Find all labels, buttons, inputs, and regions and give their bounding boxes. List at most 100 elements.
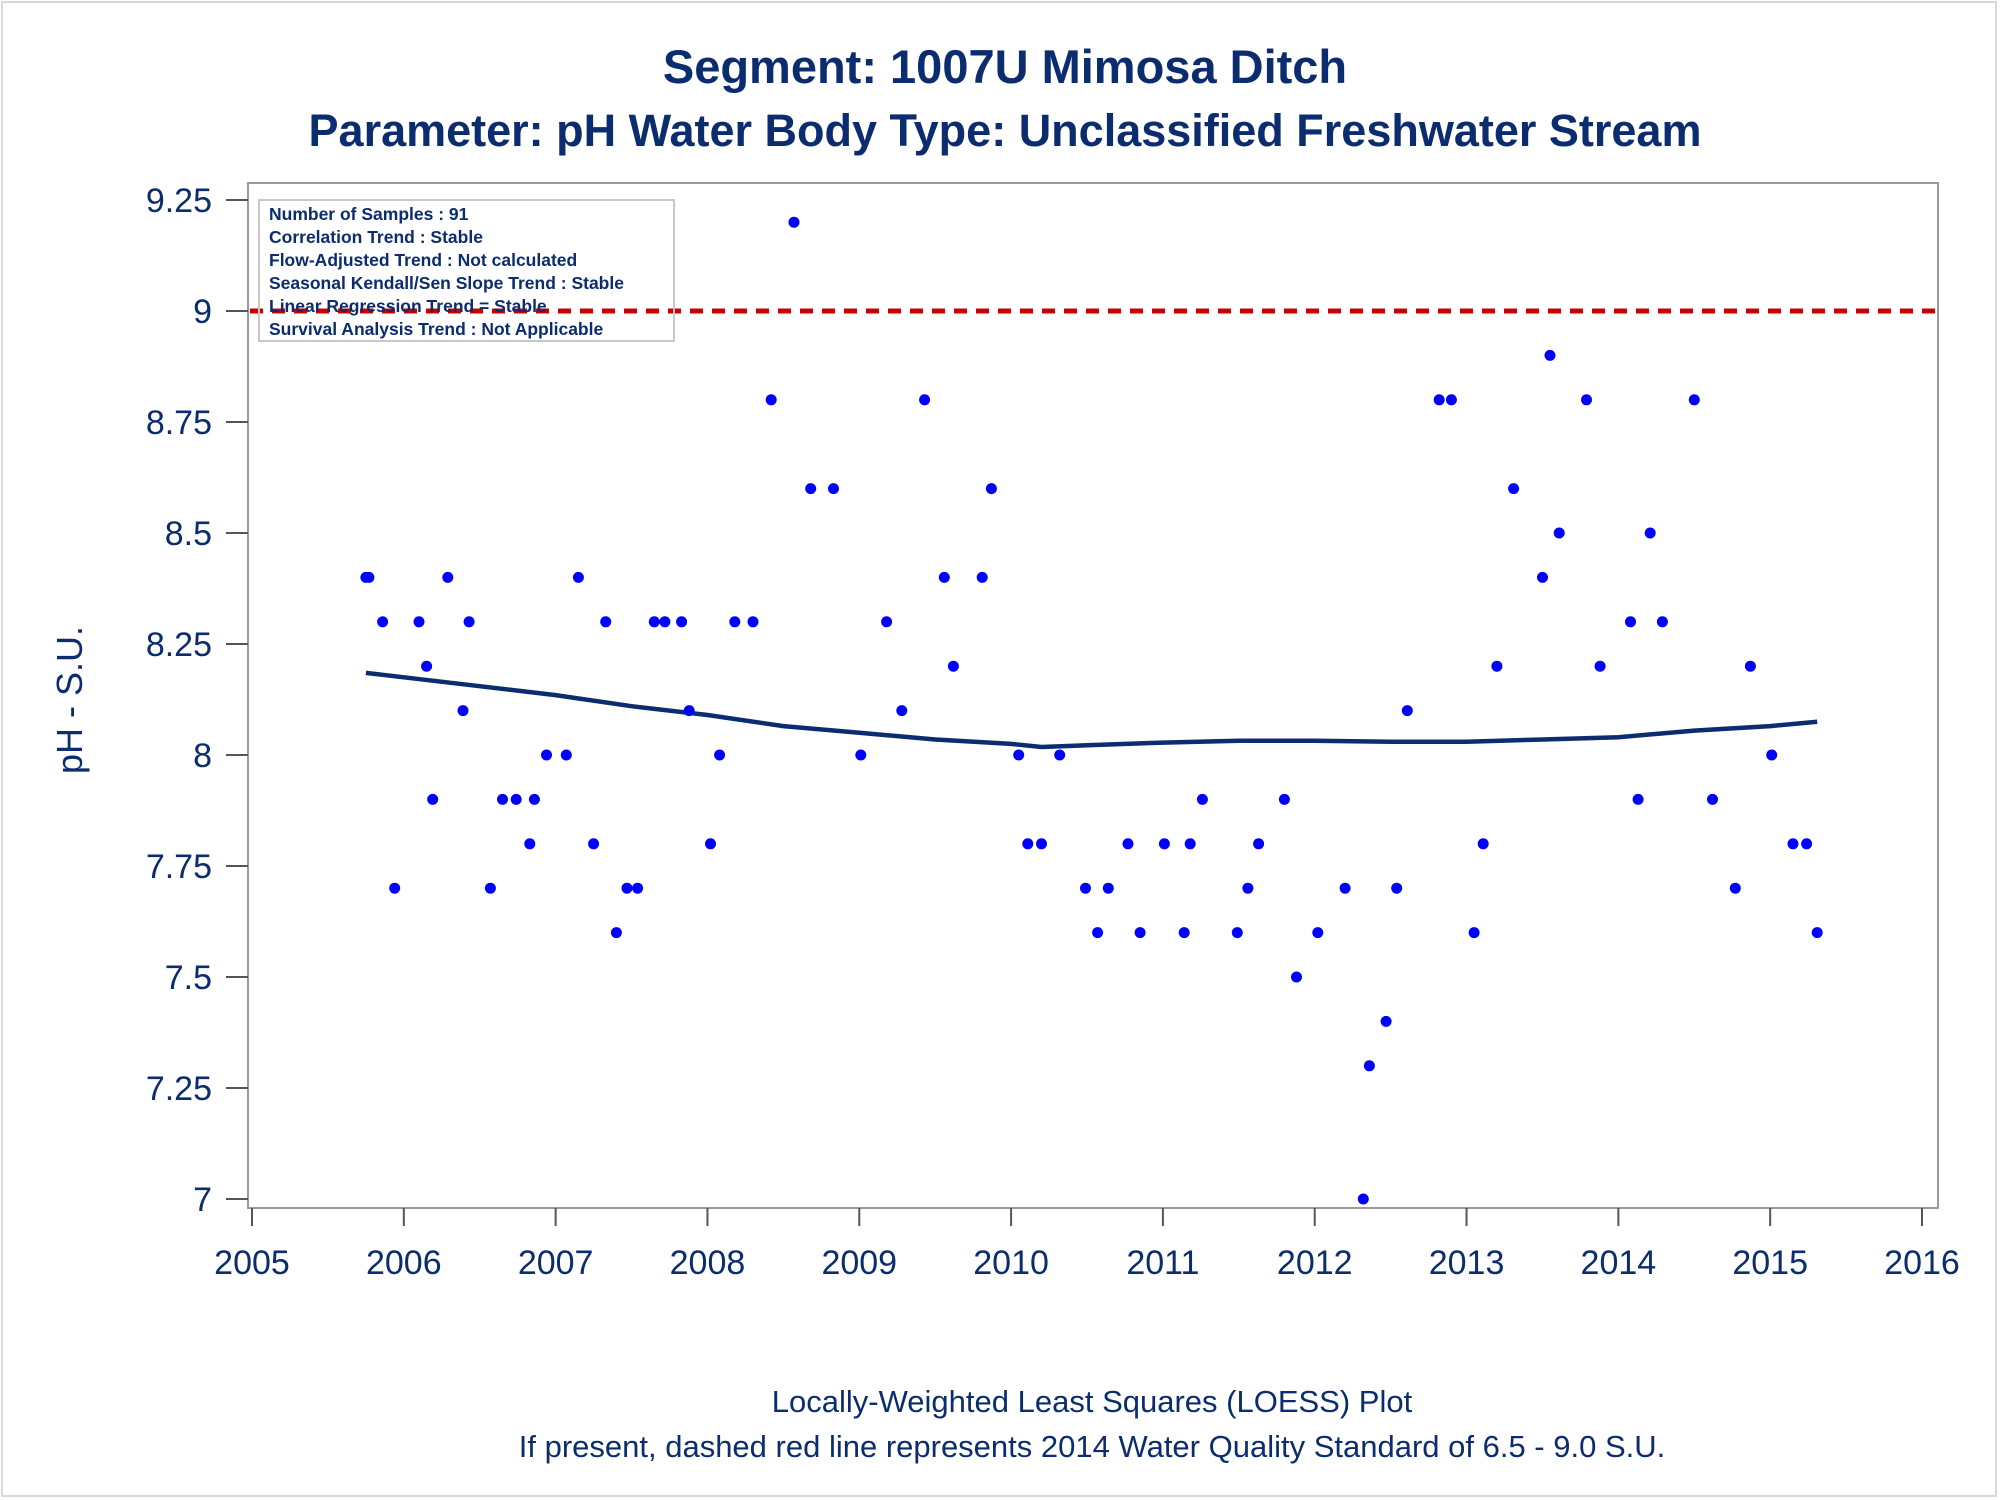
data-point [1339,882,1351,894]
data-point [1594,660,1606,672]
data-point [1022,838,1034,850]
data-point [427,793,439,805]
data-point [1278,793,1290,805]
data-point [938,571,950,583]
data-point [1092,927,1104,939]
y-tick-label: 7 [193,1181,212,1219]
data-point [377,616,389,628]
data-point [1242,882,1254,894]
data-point [1013,749,1025,761]
data-point [1491,660,1503,672]
data-point [683,705,695,717]
data-point [463,616,475,628]
y-tick-label: 8.75 [146,404,212,442]
data-point [1401,705,1413,717]
plot-area [247,182,1939,1209]
footnote-loess: Locally-Weighted Least Squares (LOESS) P… [772,1384,1413,1419]
data-point [676,616,688,628]
data-point [1644,527,1656,539]
data-point [729,616,741,628]
x-tick-label: 2007 [518,1244,594,1282]
data-point [1196,793,1208,805]
data-point [1811,927,1823,939]
data-point [919,394,931,406]
data-point [528,793,540,805]
stats-line-samples: Number of Samples : 91 [269,204,469,224]
data-point [747,616,759,628]
x-tick-label: 2008 [670,1244,746,1282]
y-tick-label: 7.25 [146,1070,212,1108]
x-tick-label: 2016 [1884,1244,1960,1282]
data-point [510,793,522,805]
data-point [714,749,726,761]
x-tick-label: 2014 [1581,1244,1657,1282]
data-point [497,793,508,805]
data-point [1433,394,1445,406]
data-point [881,616,893,628]
stats-line-flow-adjusted: Flow-Adjusted Trend : Not calculated [269,250,577,270]
data-point [648,616,660,628]
data-point [1707,793,1718,805]
data-point [828,483,839,495]
data-point [541,749,552,761]
data-point [1357,1193,1369,1205]
loess-curve [365,670,1818,750]
y-tick-label: 7.75 [146,848,212,886]
x-tick-label: 2015 [1732,1244,1808,1282]
data-point [1253,838,1265,850]
data-points [360,216,1823,1205]
y-tick-label: 8 [193,737,212,775]
data-point [1632,793,1644,805]
data-point [1158,838,1170,850]
data-point [1080,882,1091,894]
stats-line-survival: Survival Analysis Trend : Not Applicable [269,319,603,339]
data-point [457,705,469,717]
data-point [1122,838,1134,850]
data-point [1625,616,1636,628]
data-point [442,571,454,583]
data-point [1363,1060,1375,1072]
data-point [1178,927,1190,939]
data-point [413,616,425,628]
data-point [705,838,716,850]
data-point [1553,527,1565,539]
data-point [621,882,633,894]
data-point [588,838,600,850]
x-tick-label: 2005 [214,1244,290,1282]
data-point [1787,838,1799,850]
y-axis-label: pH - S.U. [49,626,90,774]
y-tick-label: 9 [193,293,212,331]
stats-line-seasonal-kendall: Seasonal Kendall/Sen Slope Trend : Stabl… [269,273,624,293]
y-tick-label: 8.25 [146,626,212,664]
data-point [1729,882,1741,894]
data-point [947,660,959,672]
data-point [1656,616,1668,628]
data-point [600,616,612,628]
data-point [855,749,867,761]
data-point [1537,571,1548,583]
y-axis: 7 7.25 7.5 7.75 8 8.25 8.5 8.75 9 9.25 [146,182,248,1219]
data-point [788,216,800,228]
data-point [985,483,997,495]
x-tick-label: 2009 [821,1244,897,1282]
data-point [421,660,433,672]
data-point [1801,838,1813,850]
data-point [1231,927,1243,939]
data-point [896,705,908,717]
data-point [1391,882,1403,894]
y-tick-label: 8.5 [165,515,212,553]
footnote-standard: If present, dashed red line represents 2… [519,1429,1666,1464]
data-point [1581,394,1592,406]
data-point [1688,394,1700,406]
data-point [1477,838,1489,850]
data-point [632,882,644,894]
data-point [976,571,988,583]
stats-line-linear-regression: Linear Regression Trend = Stable [269,296,547,316]
data-point [524,838,536,850]
data-point [1312,927,1324,939]
x-axis: 2005 2006 2007 2008 2009 2010 2011 2012 2013 2014… [214,1208,1960,1282]
data-point [1468,927,1480,939]
data-point [1054,749,1066,761]
